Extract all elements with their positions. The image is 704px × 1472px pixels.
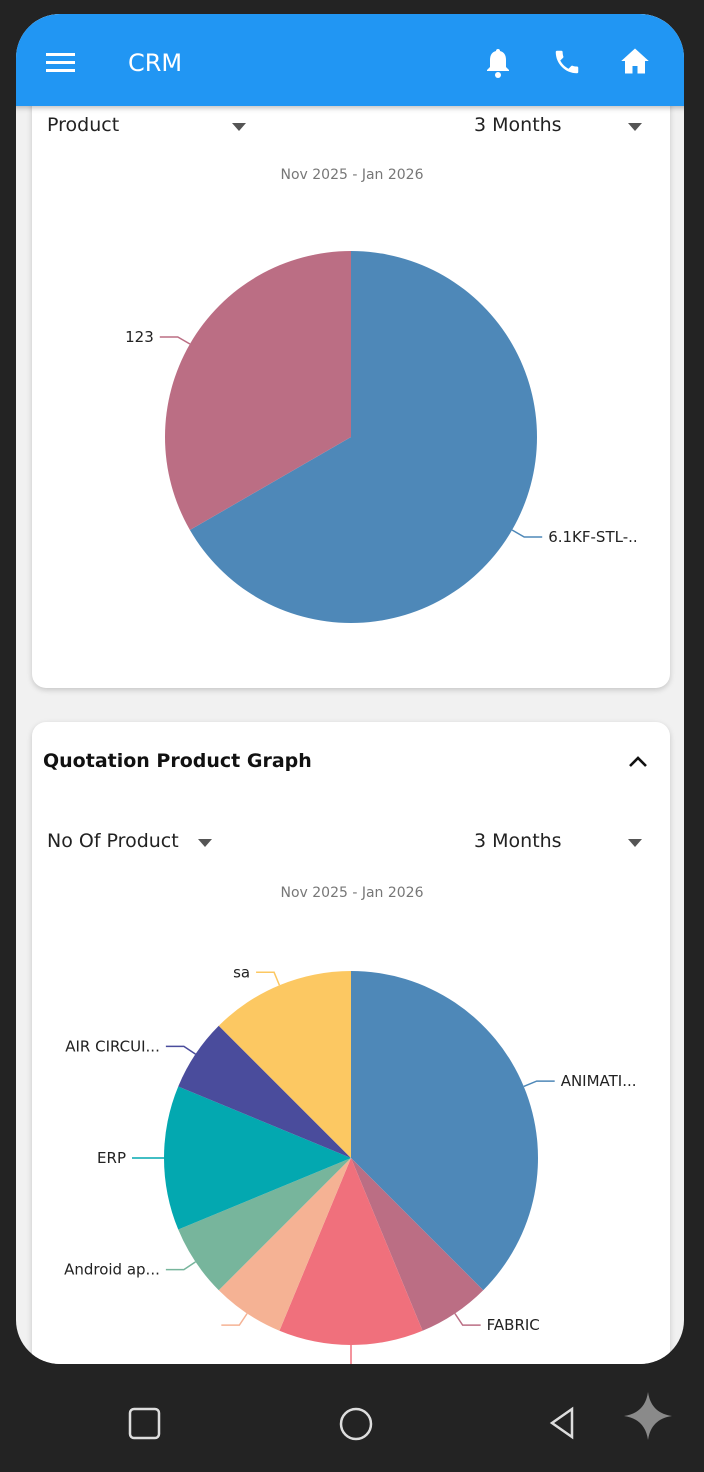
- slice-label: FABRIC: [487, 1316, 540, 1334]
- pie-slice[interactable]: [165, 251, 351, 530]
- slice-label: 123: [125, 328, 154, 346]
- date-range-2: Nov 2025 - Jan 2026: [280, 885, 424, 901]
- leader-line: [165, 1045, 196, 1055]
- slice-label: 6.1KF-STL-..: [548, 528, 637, 546]
- dropdown-arrow-icon[interactable]: [628, 839, 642, 847]
- bell-icon[interactable]: [484, 47, 512, 79]
- app-bar: CRM: [16, 14, 684, 106]
- home-icon[interactable]: [620, 47, 650, 75]
- leader-line: [165, 1261, 196, 1271]
- slice-label: sa: [233, 963, 250, 981]
- pie-slice[interactable]: [351, 1158, 484, 1331]
- slice-label: ERP: [97, 1149, 126, 1167]
- phone-screen: CRM Product 3 Months Nov 2025 - Jan 2026…: [16, 14, 684, 1364]
- slice-label: ANIMATI...: [561, 1072, 637, 1090]
- back-icon[interactable]: [548, 1406, 576, 1440]
- pie-slice[interactable]: [178, 1158, 351, 1291]
- card-title: Quotation Product Graph: [43, 750, 312, 772]
- sparkle-icon[interactable]: [622, 1390, 674, 1442]
- recents-icon[interactable]: [128, 1407, 162, 1441]
- product-dropdown[interactable]: Product: [47, 114, 120, 136]
- pie-slice[interactable]: [218, 1158, 351, 1331]
- period-dropdown[interactable]: 3 Months: [474, 114, 562, 136]
- pie-slice[interactable]: [163, 1086, 351, 1230]
- chevron-up-icon[interactable]: [628, 754, 648, 768]
- quotation-pie-chart: ANIMATI... FABRIC Android ap... ERP AIR CIRC…: [64, 963, 637, 1364]
- dropdown-arrow-icon[interactable]: [198, 839, 212, 847]
- leader-line: [511, 529, 543, 538]
- pie-slice[interactable]: [351, 971, 539, 1291]
- pie-slice[interactable]: [218, 971, 351, 1158]
- leader-line: [523, 1080, 555, 1088]
- slice-label: Android ap...: [64, 1261, 160, 1279]
- dropdown-arrow-icon[interactable]: [628, 123, 642, 131]
- pie-slice[interactable]: [279, 1158, 423, 1345]
- date-range: Nov 2025 - Jan 2026: [280, 167, 424, 183]
- leader-line: [454, 1313, 481, 1326]
- dropdown-arrow-icon[interactable]: [232, 123, 246, 131]
- leader-line: [221, 1313, 248, 1326]
- product-pie-chart: 6.1KF-STL-.. 123: [125, 251, 638, 623]
- home-circle-icon[interactable]: [338, 1406, 374, 1442]
- slice-label: AIR CIRCUI...: [65, 1037, 160, 1055]
- menu-icon[interactable]: [46, 52, 76, 74]
- leader-line: [256, 971, 281, 986]
- phone-icon[interactable]: [552, 47, 582, 77]
- leader-line: [159, 336, 191, 345]
- period-dropdown-2[interactable]: 3 Months: [474, 830, 562, 852]
- app-title: CRM: [128, 49, 183, 77]
- pie-slice[interactable]: [189, 251, 537, 623]
- no-of-product-dropdown[interactable]: No Of Product: [47, 830, 179, 852]
- pie-slice[interactable]: [178, 1025, 351, 1158]
